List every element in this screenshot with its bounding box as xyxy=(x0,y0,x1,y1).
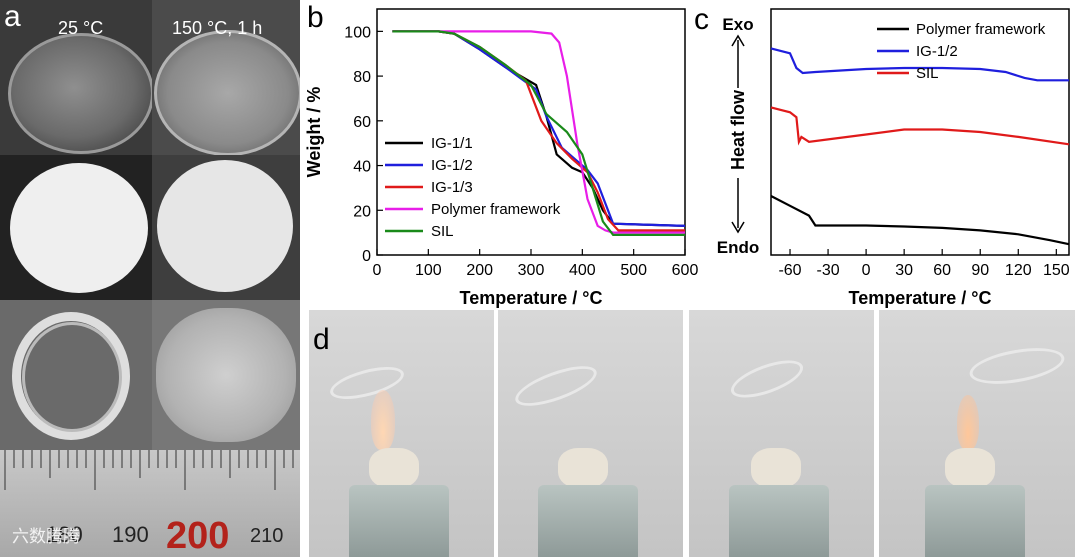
panel-c-letter: c xyxy=(694,3,709,36)
series-line-sil xyxy=(392,30,685,236)
y-top-label: Exo xyxy=(722,15,753,34)
x-tick-label: 500 xyxy=(620,262,647,279)
x-tick-label: 30 xyxy=(895,262,913,279)
series-line-ig-1-1 xyxy=(392,30,686,227)
panel-a-letter: a xyxy=(4,0,21,33)
x-tick-label: 120 xyxy=(1005,262,1032,279)
legend-label: IG-1/3 xyxy=(431,179,473,196)
ruler-ticks: 180 190 200 210 xyxy=(4,450,294,557)
x-tick-label: 400 xyxy=(569,262,596,279)
y-axis-label: Heat flow xyxy=(728,89,748,170)
legend-label: Polymer framework xyxy=(916,21,1046,38)
arrow-up-head xyxy=(731,34,745,47)
photo-150c-disc xyxy=(152,0,300,155)
chart-b: 0 100 200 300 400 500 600 0 20 40 60 80 100 Temperatu… xyxy=(304,8,699,308)
photo-white-disc-2 xyxy=(152,155,300,300)
series-line-polymer-framework xyxy=(770,195,1070,246)
x-tick-label: 90 xyxy=(971,262,989,279)
plot-frame xyxy=(770,8,1070,256)
legend-label: IG-1/2 xyxy=(431,157,473,174)
legend-label: SIL xyxy=(916,65,939,82)
photo-flame-4 xyxy=(879,310,1075,557)
y-tick-label: 60 xyxy=(353,114,371,131)
col1-label: 25 °C xyxy=(58,18,104,38)
photo-25c-disc xyxy=(0,0,152,155)
x-tick-label: 60 xyxy=(933,262,951,279)
x-tick-label: 100 xyxy=(415,262,442,279)
x-tick-label: 0 xyxy=(862,262,871,279)
arrow-down-head xyxy=(731,221,745,234)
photo-flame-2 xyxy=(498,310,683,557)
y-tick-label: 80 xyxy=(353,69,371,86)
y-axis-label: Weight / % xyxy=(304,87,324,178)
ruler-label-180: 180 xyxy=(46,522,83,547)
x-tick-label: 0 xyxy=(373,262,382,279)
series-line-ig-1-2 xyxy=(770,47,1069,82)
chart-c: -60 -30 0 30 60 90 120 150 Temperature / °C Exo En… xyxy=(717,8,1070,308)
ruler-label-200: 200 xyxy=(166,515,229,557)
x-axis-label: Temperature / °C xyxy=(849,288,992,308)
photo-ring xyxy=(0,300,152,450)
series-line-polymer-framework xyxy=(392,30,685,234)
x-tick-label: 150 xyxy=(1043,262,1070,279)
y-tick-label: 0 xyxy=(362,248,371,265)
legend-label: IG-1/2 xyxy=(916,43,958,60)
y-tick-label: 100 xyxy=(344,24,371,41)
y-tick-label: 40 xyxy=(353,159,371,176)
plot-frame xyxy=(376,8,686,256)
ruler: 180 190 200 210 xyxy=(0,450,300,557)
watermark: 六数腾腾 xyxy=(12,527,80,547)
panel-d-letter: d xyxy=(313,323,330,356)
photo-white-disc-1 xyxy=(0,155,152,300)
x-tick-label: 200 xyxy=(466,262,493,279)
y-bottom-label: Endo xyxy=(717,238,760,257)
panel-b-letter: b xyxy=(307,1,324,34)
x-tick-label: 600 xyxy=(672,262,699,279)
legend-label: SIL xyxy=(431,223,454,240)
x-tick-label: -30 xyxy=(817,262,840,279)
x-tick-label: -60 xyxy=(778,262,801,279)
photo-flame-3 xyxy=(689,310,874,557)
ruler-label-210: 210 xyxy=(250,525,283,547)
photo-flame-1 xyxy=(309,310,494,557)
x-axis-label: Temperature / °C xyxy=(460,288,603,308)
y-tick-label: 20 xyxy=(353,203,371,220)
ruler-label-190: 190 xyxy=(112,522,149,547)
legend-label: Polymer framework xyxy=(431,201,561,218)
x-tick-label: 300 xyxy=(518,262,545,279)
series-line-sil xyxy=(770,106,1070,146)
series-line-ig-1-2 xyxy=(392,30,686,227)
col2-label: 150 °C, 1 h xyxy=(172,18,263,38)
photo-shattered xyxy=(152,300,300,450)
legend-label: IG-1/1 xyxy=(431,135,473,152)
